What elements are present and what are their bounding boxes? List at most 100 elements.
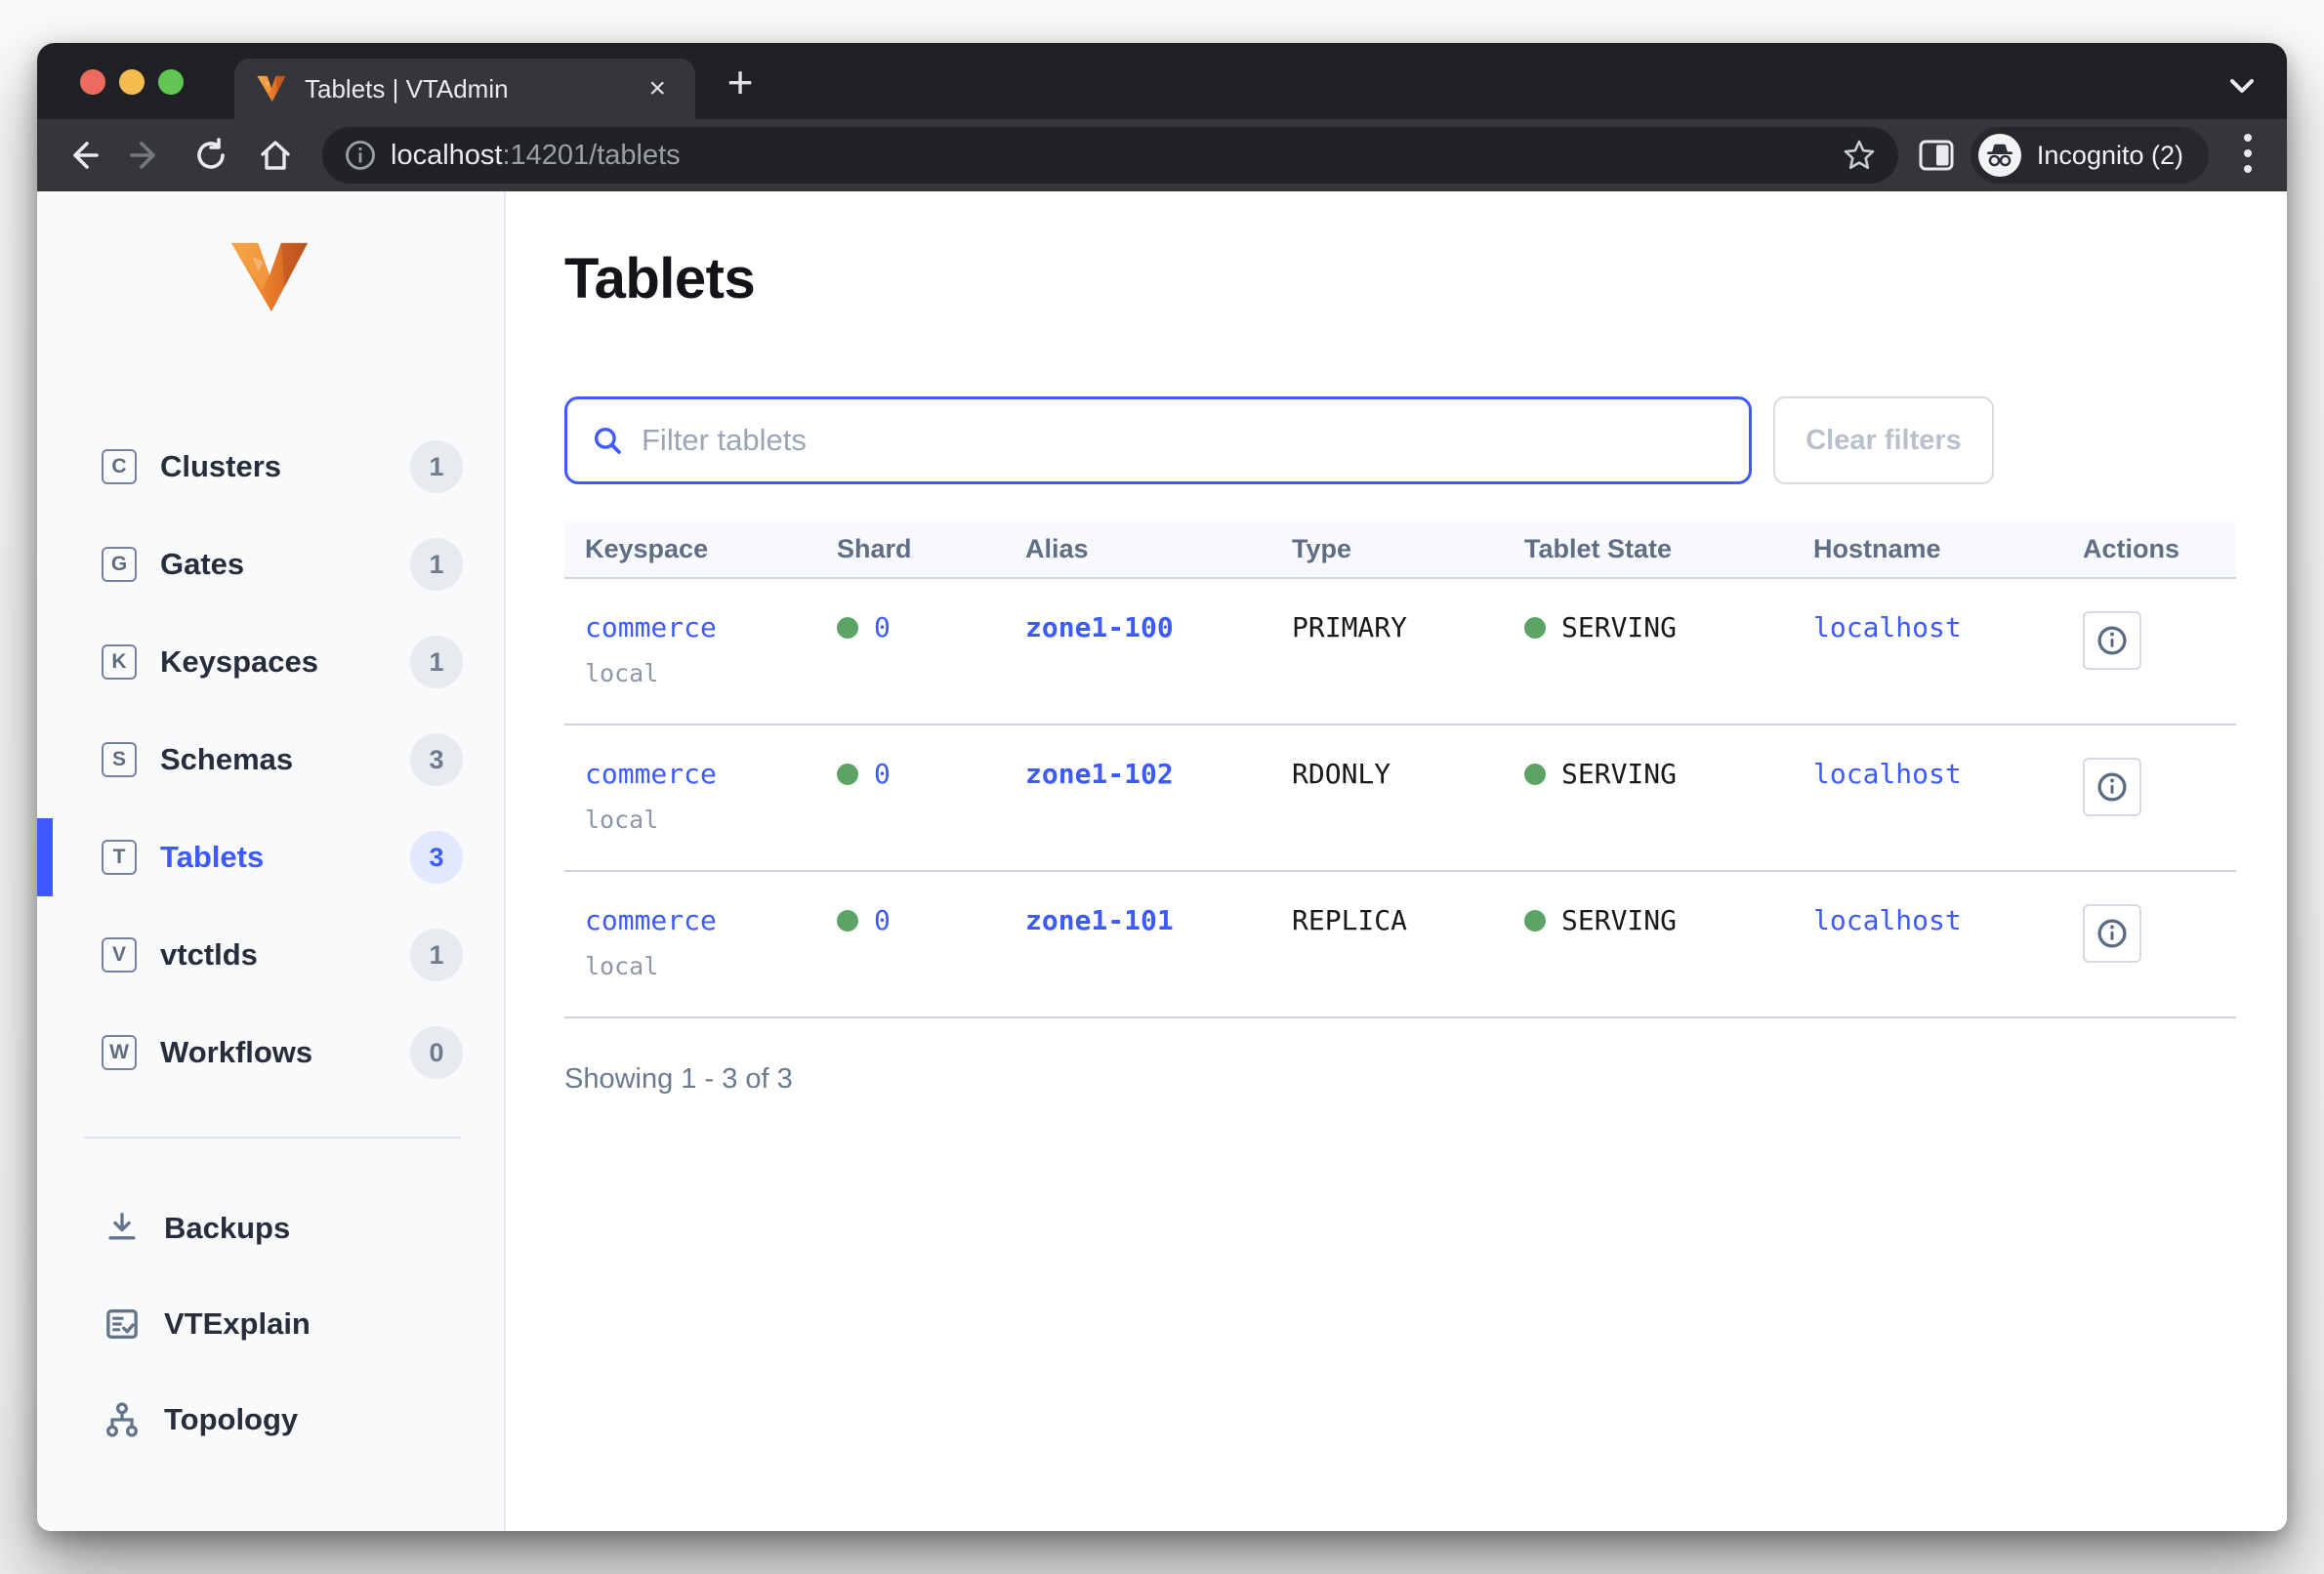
filter-tablets-input[interactable]	[642, 423, 1725, 458]
alias-link[interactable]: zone1-100	[1025, 611, 1174, 643]
url-host: localhost	[391, 139, 503, 171]
url-text: localhost:14201/tablets	[391, 140, 681, 172]
row-info-button[interactable]	[2083, 758, 2141, 816]
sidebar-item-keyspaces[interactable]: K Keyspaces 1	[37, 623, 502, 701]
home-icon	[261, 141, 290, 170]
sidebar-item-label: VTExplain	[164, 1306, 311, 1341]
shard-status-dot	[837, 763, 858, 785]
browser-tab[interactable]: Tablets | VTAdmin ×	[234, 59, 695, 119]
incognito-label: Incognito (2)	[2036, 140, 2183, 170]
document-check-icon	[102, 1304, 143, 1345]
sidebar-item-schemas[interactable]: S Schemas 3	[37, 721, 502, 799]
sidebar: C Clusters 1 G Gates 1 K Keyspaces 1	[37, 191, 506, 1531]
filter-row: Clear filters	[564, 396, 2236, 484]
reload-button[interactable]	[187, 132, 234, 179]
count-badge: 3	[410, 831, 463, 884]
tablet-state: SERVING	[1561, 611, 1678, 643]
tab-search-chevron-icon[interactable]	[2220, 66, 2263, 105]
column-header-alias: Alias	[1025, 533, 1089, 563]
info-icon	[2097, 626, 2127, 655]
column-header-tablet-state: Tablet State	[1524, 533, 1673, 563]
sidebar-item-gates[interactable]: G Gates 1	[37, 525, 502, 603]
sidebar-item-label: Topology	[164, 1402, 299, 1436]
column-header-type: Type	[1292, 533, 1352, 563]
row-info-button[interactable]	[2083, 611, 2141, 670]
tab-strip: Tablets | VTAdmin × +	[37, 43, 2287, 119]
gates-letter-icon: G	[102, 547, 137, 582]
table-row: commerce local 0 zone1-100 PRIMARY SERVI…	[564, 579, 2236, 725]
table-row: commerce local 0 zone1-102 RDONLY SERVIN…	[564, 725, 2236, 872]
incognito-badge[interactable]: Incognito (2)	[1970, 127, 2209, 184]
sidebar-item-label: vtctlds	[160, 937, 258, 972]
forward-button[interactable]	[123, 132, 170, 179]
sidebar-nav: C Clusters 1 G Gates 1 K Keyspaces 1	[37, 428, 502, 1111]
browser-menu-button[interactable]	[2230, 132, 2265, 180]
alias-link[interactable]: zone1-101	[1025, 904, 1174, 936]
info-icon	[2097, 772, 2127, 802]
alias-link[interactable]: zone1-102	[1025, 758, 1174, 790]
tablet-type: PRIMARY	[1292, 611, 1408, 643]
count-badge: 1	[410, 538, 463, 591]
tablets-table: Keyspace Shard Alias Type Tablet State H…	[564, 520, 2236, 1018]
bookmark-star-icon[interactable]	[1842, 138, 1877, 173]
tab-title: Tablets | VTAdmin	[305, 73, 509, 104]
state-status-dot	[1524, 616, 1546, 639]
sidebar-item-topology[interactable]: Topology	[37, 1381, 502, 1459]
home-button[interactable]	[252, 132, 299, 179]
info-icon	[2097, 919, 2127, 948]
state-status-dot	[1524, 909, 1546, 932]
download-icon	[102, 1208, 143, 1249]
filter-input-wrapper	[564, 396, 1752, 484]
window-minimize-button[interactable]	[119, 69, 145, 95]
hostname-link[interactable]: localhost	[1813, 611, 1962, 643]
back-button[interactable]	[59, 132, 105, 179]
traffic-lights	[80, 69, 184, 95]
shard-link[interactable]: 0	[874, 611, 891, 643]
tablet-type: RDONLY	[1292, 758, 1391, 790]
hostname-link[interactable]: localhost	[1813, 904, 1962, 936]
sidebar-item-vtctlds[interactable]: V vtctlds 1	[37, 916, 502, 994]
vtctlds-letter-icon: V	[102, 937, 137, 973]
shard-link[interactable]: 0	[874, 758, 891, 790]
schemas-letter-icon: S	[102, 742, 137, 777]
keyspace-link[interactable]: commerce	[585, 904, 717, 936]
sidebar-item-backups[interactable]: Backups	[37, 1189, 502, 1267]
cluster-name: local	[585, 806, 659, 834]
three-dots-icon	[2244, 133, 2252, 173]
count-badge: 1	[410, 440, 463, 493]
main-panel: Tablets Clear filters Keyspace Shar	[506, 191, 2287, 1531]
row-info-button[interactable]	[2083, 904, 2141, 963]
address-bar[interactable]: localhost:14201/tablets	[322, 127, 1898, 184]
clear-filters-button[interactable]: Clear filters	[1773, 396, 1994, 484]
side-panel-icon[interactable]	[1918, 139, 1955, 172]
tab-close-icon[interactable]: ×	[648, 72, 666, 104]
sidebar-item-label: Gates	[160, 547, 245, 581]
shard-status-dot	[837, 616, 858, 639]
tablet-type: REPLICA	[1292, 904, 1408, 936]
vitess-logo[interactable]	[37, 238, 502, 316]
tablets-letter-icon: T	[102, 840, 137, 875]
keyspaces-letter-icon: K	[102, 644, 137, 680]
tablet-state: SERVING	[1561, 758, 1678, 790]
shard-link[interactable]: 0	[874, 904, 891, 936]
window-close-button[interactable]	[80, 69, 105, 95]
keyspace-link[interactable]: commerce	[585, 611, 717, 643]
state-status-dot	[1524, 763, 1546, 785]
hostname-link[interactable]: localhost	[1813, 758, 1962, 790]
sidebar-item-label: Clusters	[160, 449, 282, 483]
sidebar-item-label: Keyspaces	[160, 644, 319, 679]
new-tab-button[interactable]: +	[726, 57, 754, 107]
keyspace-link[interactable]: commerce	[585, 758, 717, 790]
sidebar-item-tablets[interactable]: T Tablets 3	[37, 818, 502, 896]
column-header-actions: Actions	[2083, 533, 2180, 563]
incognito-avatar	[1977, 134, 2021, 177]
count-badge: 3	[410, 733, 463, 786]
sidebar-item-clusters[interactable]: C Clusters 1	[37, 428, 502, 506]
sidebar-item-workflows[interactable]: W Workflows 0	[37, 1014, 502, 1092]
workflows-letter-icon: W	[102, 1035, 137, 1070]
site-info-icon[interactable]	[344, 139, 377, 172]
sidebar-item-vtexplain[interactable]: VTExplain	[37, 1285, 502, 1363]
window-zoom-button[interactable]	[158, 69, 184, 95]
column-header-hostname: Hostname	[1813, 533, 1941, 563]
